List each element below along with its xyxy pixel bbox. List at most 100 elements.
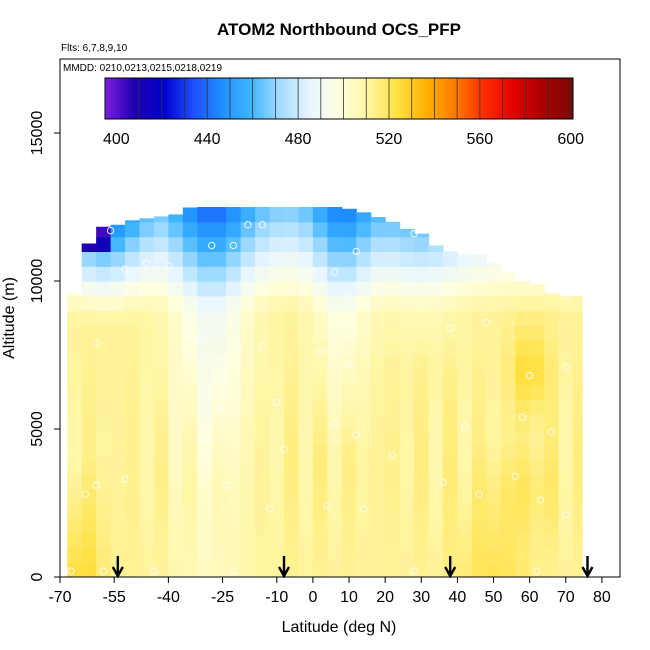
heatmap-cell xyxy=(573,369,583,386)
heatmap-cell xyxy=(515,532,531,548)
heatmap-cell xyxy=(544,325,560,341)
heatmap-cell xyxy=(284,547,300,563)
heatmap-cell xyxy=(457,429,473,445)
sample-point xyxy=(208,241,216,250)
heatmap-cell xyxy=(385,266,401,282)
heatmap-cell xyxy=(370,473,386,489)
heatmap-cell xyxy=(341,458,357,474)
x-tick-label: 80 xyxy=(593,589,611,606)
heatmap-cell xyxy=(385,429,401,445)
heatmap-cell xyxy=(240,325,256,341)
heatmap-cell xyxy=(573,547,583,563)
heatmap-cell xyxy=(125,414,141,430)
heatmap-cell xyxy=(457,414,473,430)
heatmap-cell xyxy=(139,473,155,489)
heatmap-cell xyxy=(226,281,242,297)
heatmap-cell xyxy=(370,295,386,312)
heatmap-cell xyxy=(240,281,256,297)
sample-point xyxy=(121,475,129,483)
heatmap-cell xyxy=(500,532,516,548)
heatmap-cell xyxy=(500,340,516,356)
sample-point xyxy=(67,567,75,575)
heatmap-cell xyxy=(298,429,314,445)
heatmap-cell xyxy=(341,236,357,252)
y-tick-label: 15000 xyxy=(29,111,46,156)
heatmap-cell xyxy=(573,488,583,504)
heatmap-cell xyxy=(255,281,271,297)
heatmap-cell xyxy=(529,562,545,577)
heatmap-cell xyxy=(168,562,184,577)
heatmap-cell xyxy=(211,325,227,341)
heatmap-cell xyxy=(486,263,502,267)
heatmap-cell xyxy=(240,517,256,534)
y-tick-label: 10000 xyxy=(29,259,46,304)
heatmap-cell xyxy=(370,251,386,267)
heatmap-cell xyxy=(442,443,459,460)
sample-point xyxy=(258,221,266,229)
heatmap-cell xyxy=(341,295,357,312)
heatmap-cell xyxy=(544,414,560,430)
heatmap-cell xyxy=(558,340,574,356)
heatmap-cell xyxy=(414,310,430,326)
heatmap-cell xyxy=(153,443,169,460)
heatmap-cell xyxy=(298,384,314,400)
heatmap-cell xyxy=(529,399,545,415)
heatmap-cell xyxy=(226,532,242,548)
heatmap-cell xyxy=(182,295,198,312)
profile-arrow xyxy=(111,556,124,579)
heatmap-cell xyxy=(168,340,184,356)
sample-point xyxy=(345,292,353,300)
heatmap-cell xyxy=(110,517,126,534)
heatmap-cell xyxy=(341,221,357,238)
colorbar-ticks: 400 440 480 520 560 600 xyxy=(103,131,584,148)
colorbar-tick-label: 400 xyxy=(103,131,130,148)
heatmap-cell xyxy=(529,429,545,445)
heatmap-cell xyxy=(399,295,415,312)
heatmap-cell xyxy=(168,325,184,341)
heatmap-cell xyxy=(298,295,314,312)
heatmap-cell xyxy=(370,414,386,430)
heatmap-cell xyxy=(385,473,401,489)
sample-point xyxy=(92,339,100,347)
heatmap-cell xyxy=(341,325,357,341)
heatmap-cell xyxy=(544,355,560,371)
heatmap-cell xyxy=(544,295,560,312)
heatmap-cell xyxy=(442,473,459,489)
sample-point xyxy=(215,404,223,412)
heatmap-cell xyxy=(529,340,545,356)
heatmap-cell xyxy=(197,295,213,312)
heatmap-cell xyxy=(414,295,430,312)
profile-arrows xyxy=(111,556,594,579)
heatmap-cell xyxy=(182,562,198,577)
heatmap-cell xyxy=(153,369,169,386)
dates-note: MMDD: 0210,0213,0215,0218,0219 xyxy=(63,63,222,74)
heatmap-cell xyxy=(67,532,83,548)
heatmap-cell xyxy=(327,473,343,489)
heatmap-cell xyxy=(370,355,386,371)
heatmap-cell xyxy=(428,503,444,519)
heatmap-cell xyxy=(125,220,141,223)
heatmap-cell xyxy=(269,473,285,489)
heatmap-cell xyxy=(414,251,430,267)
heatmap-cell xyxy=(197,384,213,400)
heatmap-cell xyxy=(197,340,213,356)
heatmap-cell xyxy=(327,251,343,267)
heatmap-cell xyxy=(255,488,271,504)
heatmap-cell xyxy=(110,224,126,238)
heatmap-cell xyxy=(153,488,169,504)
heatmap-cell xyxy=(457,340,473,356)
heatmap-cell xyxy=(312,281,328,297)
heatmap-cell xyxy=(385,340,401,356)
heatmap-cell xyxy=(269,266,285,282)
heatmap-cell xyxy=(153,340,169,356)
sample-point xyxy=(359,505,368,513)
heatmap-cell xyxy=(153,399,169,415)
heatmap-cell xyxy=(125,458,141,474)
heatmap-cell xyxy=(81,384,97,400)
colorbar-dividers xyxy=(138,78,572,119)
y-axis: 0 5000 10000 15000 xyxy=(29,111,60,581)
heatmap-cell xyxy=(471,254,487,267)
heatmap-cell xyxy=(327,429,343,445)
heatmap-cell xyxy=(486,503,502,519)
heatmap-cell xyxy=(240,221,256,238)
